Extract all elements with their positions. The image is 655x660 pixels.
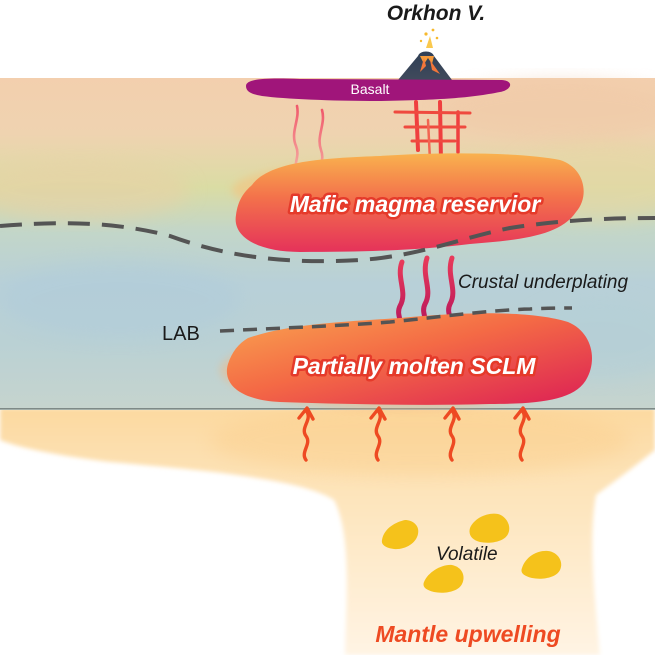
lab-dashed-line [219, 306, 573, 333]
crustal-underplating-label: Crustal underplating [458, 272, 628, 293]
moho-dashed-line [0, 216, 655, 264]
lab-label: LAB [162, 323, 200, 345]
mafic-magma-reservoir [232, 153, 584, 252]
partially-molten-sclm [220, 313, 592, 410]
volcano [398, 28, 452, 80]
upwelling-arrow [513, 406, 531, 462]
upwelling-arrows [297, 406, 531, 462]
volatile-blob [521, 550, 562, 579]
upwelling-arrow [369, 406, 387, 462]
volatile-blob [423, 564, 464, 593]
mafic-reservoir-label: Mafic magma reservior [290, 191, 542, 217]
volatile-label: Volatile [436, 544, 498, 565]
volcano-label: Orkhon V. [387, 2, 485, 25]
mantle-upwelling-label: Mantle upwelling [375, 621, 560, 647]
volatile-blob [381, 520, 419, 550]
feeder-dikes [292, 100, 472, 178]
upwelling-arrow [443, 406, 461, 462]
mantle-plume [0, 404, 655, 655]
basalt-layer [246, 78, 511, 101]
upwelling-arrow [297, 406, 315, 462]
sclm-label: Partially molten SCLM [293, 353, 537, 379]
volatile-blob [469, 513, 510, 543]
basalt-label: Basalt [351, 81, 390, 97]
volatile-blobs [381, 513, 562, 593]
